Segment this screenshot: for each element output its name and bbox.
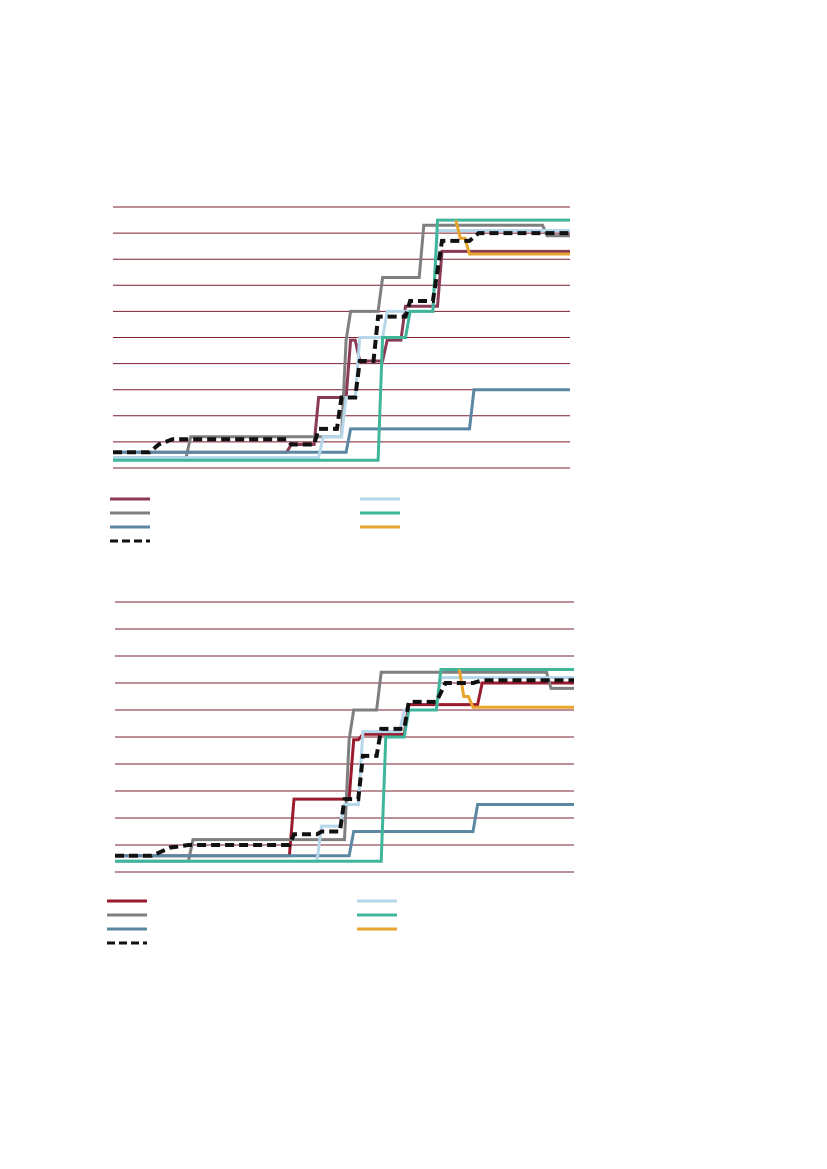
series-line-s7 <box>454 219 570 256</box>
series-line-s1 <box>115 681 574 858</box>
series-line-s4 <box>113 231 570 455</box>
series-line-s3 <box>113 388 570 454</box>
series-line-s6 <box>113 218 570 462</box>
series-line-s2 <box>113 223 570 460</box>
series-line-s3 <box>115 803 574 858</box>
series-line-s4 <box>115 678 574 858</box>
chart-2 <box>107 601 574 945</box>
series-line-s7 <box>457 669 574 709</box>
series-line-s2 <box>115 670 574 863</box>
chart-1 <box>110 206 570 543</box>
